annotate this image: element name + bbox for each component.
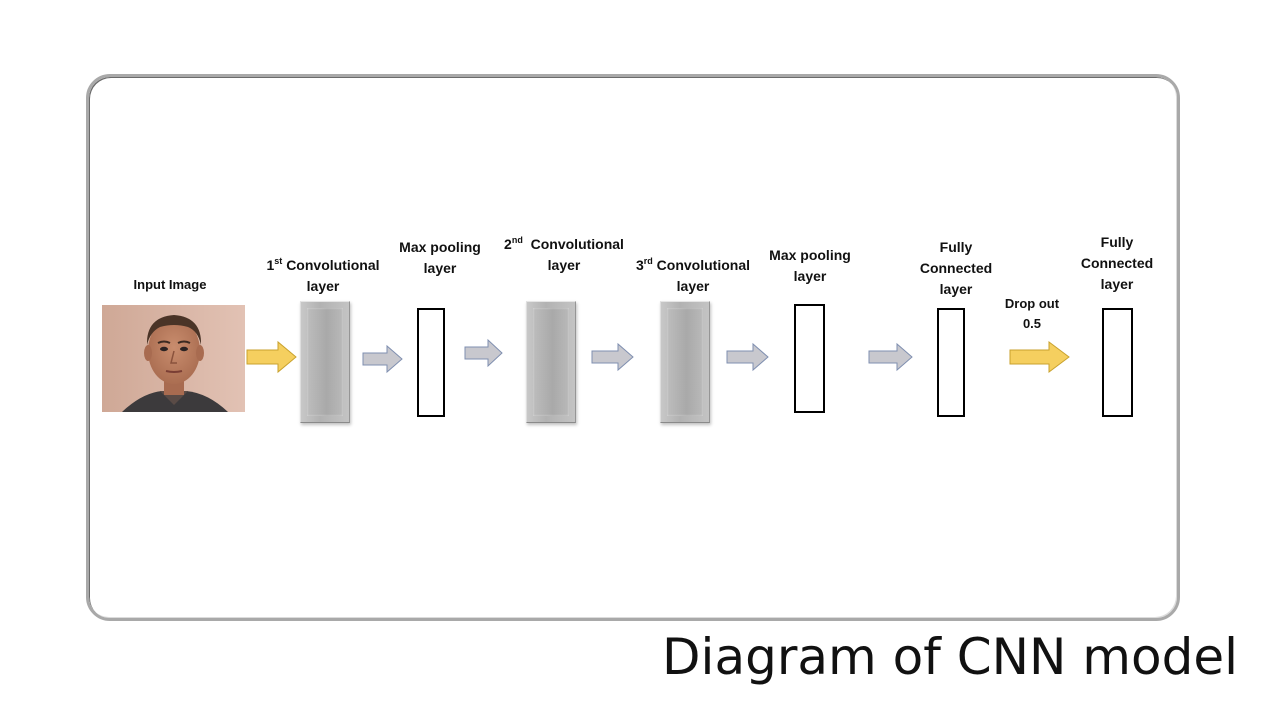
dropout-label: Drop out 0.5	[1004, 296, 1060, 331]
page-title: Diagram of CNN model	[662, 628, 1238, 686]
conv2-block	[526, 301, 576, 423]
input-face-image	[102, 305, 245, 412]
conv2-label: 2nd Convolutional layer	[504, 235, 624, 274]
pool2-label: Max pooling layer	[769, 247, 851, 284]
conv3-block	[660, 301, 710, 423]
pool2-block	[794, 304, 825, 413]
input-image-label: Input Image	[133, 277, 207, 292]
conv1-label: 1st Convolutional layer	[266, 256, 380, 295]
pool1-label: Max pooling layer	[399, 239, 481, 276]
fc2-label: Fully Connected layer	[1080, 234, 1154, 292]
arrow-conv1-to-pool1	[362, 344, 403, 374]
fc1-block	[937, 308, 965, 417]
arrow-conv2-to-conv3	[591, 342, 634, 372]
fc1-label: Fully Connected layer	[919, 239, 993, 297]
conv3-label: 3rd Convolutional layer	[635, 256, 750, 295]
conv1-block	[300, 301, 350, 423]
pool1-block	[417, 308, 445, 417]
fc2-block	[1102, 308, 1133, 417]
arrow-fc1-to-fc2-dropout	[1009, 341, 1070, 373]
diagram-frame	[86, 74, 1180, 621]
arrow-conv3-to-pool2	[726, 342, 769, 372]
arrow-input-to-conv1	[246, 340, 297, 374]
arrow-pool2-to-fc1	[868, 342, 913, 372]
arrow-pool1-to-conv2	[464, 338, 503, 368]
